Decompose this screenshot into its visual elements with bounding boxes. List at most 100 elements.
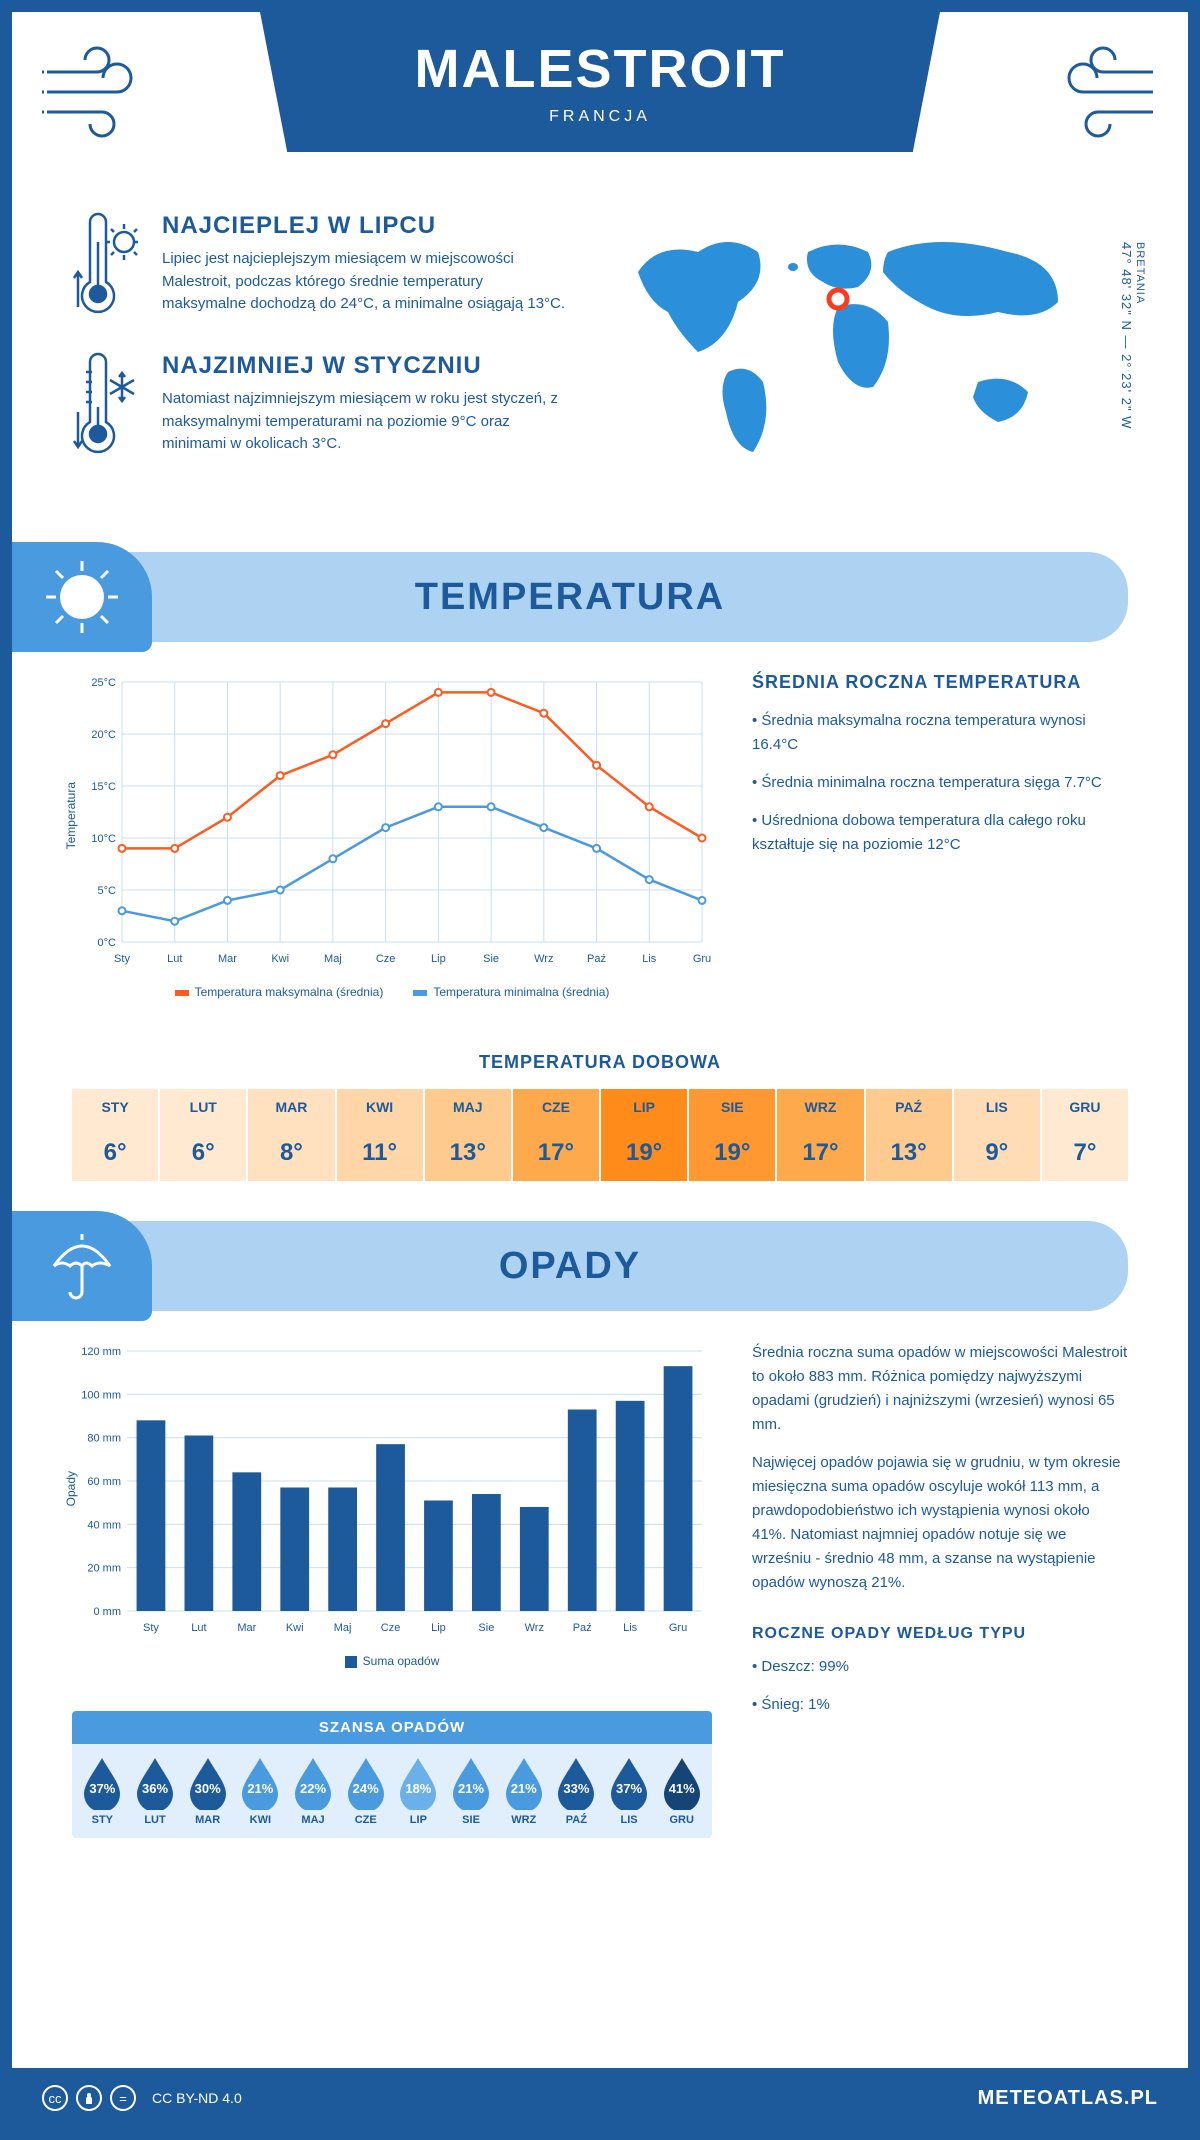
temp-col-value: 8° bbox=[248, 1125, 334, 1181]
rain-chance-month: PAŹ bbox=[550, 1814, 603, 1826]
svg-text:0°C: 0°C bbox=[98, 937, 117, 949]
svg-text:Maj: Maj bbox=[324, 953, 342, 965]
temperature-legend: Temperatura maksymalna (średnia)Temperat… bbox=[72, 985, 712, 999]
precip-para-1: Średnia roczna suma opadów w miejscowośc… bbox=[752, 1341, 1128, 1437]
rain-chance-value: 37% bbox=[616, 1781, 642, 1796]
rain-chance-month: CZE bbox=[339, 1814, 392, 1826]
cc-nd-icon: = bbox=[110, 2085, 136, 2111]
temp-table-col: MAJ13° bbox=[425, 1089, 513, 1181]
temp-col-month: LUT bbox=[160, 1089, 246, 1125]
svg-text:Sty: Sty bbox=[143, 1622, 159, 1634]
rain-drop-icon: 21% bbox=[449, 1756, 493, 1810]
rain-chance-month: SIE bbox=[445, 1814, 498, 1826]
rain-chance-panel: SZANSA OPADÓW 37% STY 36% LUT 30% MAR 21… bbox=[72, 1711, 712, 1838]
rain-chance-month: LIP bbox=[392, 1814, 445, 1826]
svg-text:Gru: Gru bbox=[693, 953, 711, 965]
hottest-title: NAJCIEPLEJ W LIPCU bbox=[162, 212, 568, 240]
hottest-month-block: NAJCIEPLEJ W LIPCU Lipiec jest najcieple… bbox=[72, 212, 568, 322]
temp-col-month: CZE bbox=[513, 1089, 599, 1125]
precip-para-2: Najwięcej opadów pojawia się w grudniu, … bbox=[752, 1451, 1128, 1595]
svg-text:Kwi: Kwi bbox=[286, 1622, 304, 1634]
rain-chance-item: 22% MAJ bbox=[287, 1756, 340, 1826]
temp-col-month: PAŹ bbox=[866, 1089, 952, 1125]
rain-chance-item: 33% PAŹ bbox=[550, 1756, 603, 1826]
temp-table-col: SIE19° bbox=[689, 1089, 777, 1181]
rain-drop-icon: 21% bbox=[238, 1756, 282, 1810]
legend-item: Temperatura minimalna (średnia) bbox=[413, 985, 609, 999]
svg-text:10°C: 10°C bbox=[91, 833, 116, 845]
rain-chance-item: 21% WRZ bbox=[497, 1756, 550, 1826]
location-pin-icon bbox=[824, 285, 852, 313]
precip-legend-label: Suma opadów bbox=[363, 1654, 440, 1668]
svg-text:100 mm: 100 mm bbox=[81, 1389, 121, 1401]
svg-text:Wrz: Wrz bbox=[525, 1622, 544, 1634]
svg-text:Sty: Sty bbox=[114, 953, 130, 965]
temp-table-col: MAR8° bbox=[248, 1089, 336, 1181]
rain-drop-icon: 33% bbox=[554, 1756, 598, 1810]
temp-col-month: GRU bbox=[1042, 1089, 1128, 1125]
intro-section: NAJCIEPLEJ W LIPCU Lipiec jest najcieple… bbox=[12, 192, 1188, 532]
svg-text:Lut: Lut bbox=[191, 1622, 206, 1634]
rain-chance-value: 36% bbox=[142, 1781, 168, 1796]
rain-drop-icon: 41% bbox=[660, 1756, 704, 1810]
svg-text:Cze: Cze bbox=[376, 953, 396, 965]
rain-chance-month: MAR bbox=[181, 1814, 234, 1826]
temperature-chart-wrap: Temperatura 0°C5°C10°C15°C20°C25°CStyLut… bbox=[72, 672, 712, 1012]
temp-col-value: 6° bbox=[160, 1125, 246, 1181]
temp-col-value: 13° bbox=[425, 1125, 511, 1181]
rain-chance-item: 21% KWI bbox=[234, 1756, 287, 1826]
svg-text:Gru: Gru bbox=[669, 1622, 687, 1634]
world-map bbox=[608, 212, 1088, 472]
svg-text:0 mm: 0 mm bbox=[94, 1606, 122, 1618]
coords-text: 47° 48' 32" N — 2° 23' 2" W bbox=[1119, 242, 1134, 429]
temp-table-col: LUT6° bbox=[160, 1089, 248, 1181]
coldest-month-block: NAJZIMNIEJ W STYCZNIU Natomiast najzimni… bbox=[72, 352, 568, 462]
thermometer-cold-icon bbox=[72, 352, 142, 462]
precip-legend: Suma opadów bbox=[72, 1654, 712, 1668]
precip-type-item: • Śnieg: 1% bbox=[752, 1693, 1128, 1717]
thermometer-hot-icon bbox=[72, 212, 142, 322]
license-block: cc = CC BY-ND 4.0 bbox=[42, 2085, 242, 2111]
temp-col-value: 7° bbox=[1042, 1125, 1128, 1181]
precip-section-header: OPADY bbox=[12, 1221, 1128, 1311]
temp-table-col: STY6° bbox=[72, 1089, 160, 1181]
svg-text:Paź: Paź bbox=[573, 1622, 592, 1634]
temp-col-month: LIS bbox=[954, 1089, 1040, 1125]
svg-text:60 mm: 60 mm bbox=[87, 1476, 121, 1488]
svg-text:20°C: 20°C bbox=[91, 729, 116, 741]
rain-drop-icon: 36% bbox=[133, 1756, 177, 1810]
footer: cc = CC BY-ND 4.0 METEOATLAS.PL bbox=[12, 2068, 1188, 2128]
temp-bullet: • Średnia maksymalna roczna temperatura … bbox=[752, 709, 1128, 757]
rain-chance-item: 24% CZE bbox=[339, 1756, 392, 1826]
rain-chance-value: 21% bbox=[511, 1781, 537, 1796]
rain-chance-value: 33% bbox=[563, 1781, 589, 1796]
umbrella-section-icon bbox=[12, 1211, 152, 1321]
temp-col-month: KWI bbox=[337, 1089, 423, 1125]
rain-chance-item: 21% SIE bbox=[445, 1756, 498, 1826]
rain-chance-month: WRZ bbox=[497, 1814, 550, 1826]
rain-chance-month: MAJ bbox=[287, 1814, 340, 1826]
temp-col-month: STY bbox=[72, 1089, 158, 1125]
svg-text:25°C: 25°C bbox=[91, 677, 116, 689]
rain-chance-month: STY bbox=[76, 1814, 129, 1826]
temp-table-col: CZE17° bbox=[513, 1089, 601, 1181]
temp-col-value: 13° bbox=[866, 1125, 952, 1181]
page: MALESTROIT FRANCJA bbox=[0, 0, 1200, 2140]
svg-text:Maj: Maj bbox=[334, 1622, 352, 1634]
temp-col-value: 17° bbox=[777, 1125, 863, 1181]
temp-table-col: LIS9° bbox=[954, 1089, 1042, 1181]
temperature-sidetext: ŚREDNIA ROCZNA TEMPERATURA • Średnia mak… bbox=[752, 672, 1128, 1012]
wind-decoration-right-icon bbox=[1038, 42, 1158, 142]
rain-chance-value: 21% bbox=[247, 1781, 273, 1796]
temp-col-value: 19° bbox=[601, 1125, 687, 1181]
precip-bar-chart: Opady 0 mm20 mm40 mm60 mm80 mm100 mm120 … bbox=[72, 1341, 712, 1681]
rain-chance-month: LUT bbox=[129, 1814, 182, 1826]
world-map-column: BRETANIA 47° 48' 32" N — 2° 23' 2" W bbox=[608, 212, 1128, 492]
rain-chance-item: 36% LUT bbox=[129, 1756, 182, 1826]
temperature-line-chart: Temperatura 0°C5°C10°C15°C20°C25°CStyLut… bbox=[72, 672, 712, 1012]
rain-drop-icon: 37% bbox=[607, 1756, 651, 1810]
temperature-section-header: TEMPERATURA bbox=[12, 552, 1128, 642]
svg-text:5°C: 5°C bbox=[98, 885, 117, 897]
svg-text:Lis: Lis bbox=[623, 1622, 638, 1634]
precip-sidetext: Średnia roczna suma opadów w miejscowośc… bbox=[752, 1341, 1128, 1838]
